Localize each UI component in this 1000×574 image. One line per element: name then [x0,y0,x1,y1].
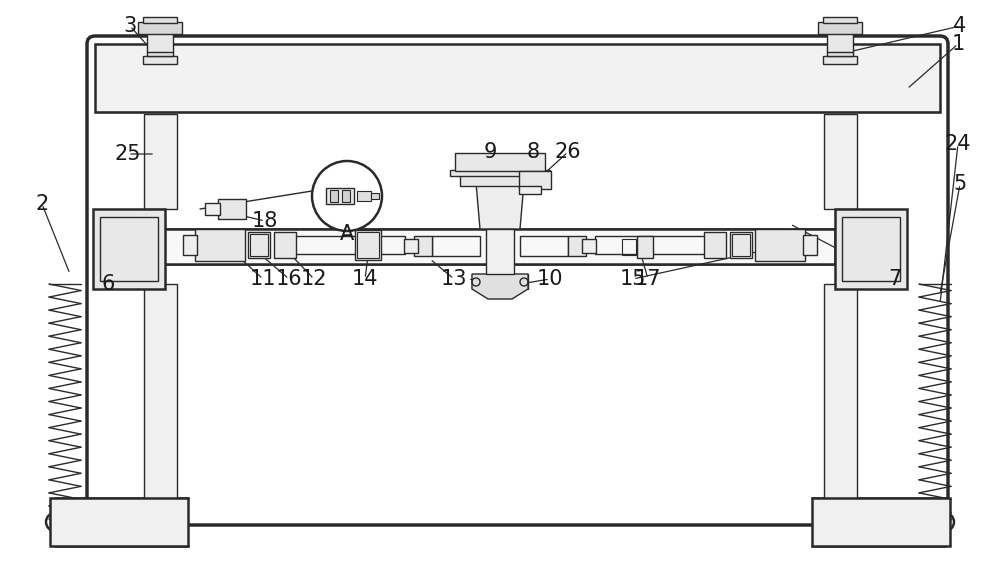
Bar [732,234,750,256]
Bar [274,232,296,258]
Bar [143,56,177,64]
Text: 8: 8 [526,142,540,162]
Bar [144,284,177,519]
Bar [432,236,480,256]
Bar [450,170,550,176]
Text: 24: 24 [945,134,971,154]
Text: 7: 7 [888,269,902,289]
Bar [637,236,653,258]
Bar [824,284,857,519]
Bar [183,235,197,255]
Bar [195,229,245,261]
Bar [248,232,270,258]
Bar [812,498,950,546]
Bar [455,153,545,171]
Text: 6: 6 [101,274,115,294]
Bar [355,230,381,260]
Bar [295,236,405,254]
Bar [582,239,596,253]
Bar [93,209,165,289]
Bar [755,229,805,261]
Text: 1: 1 [951,34,965,54]
Text: 10: 10 [537,269,563,289]
Text: 16: 16 [276,269,302,289]
Bar [250,234,268,256]
Text: 25: 25 [115,144,141,164]
Bar [330,190,338,202]
Bar [824,114,857,209]
Text: 15: 15 [620,269,646,289]
Bar [519,171,551,189]
Bar [144,114,177,209]
Bar [95,44,940,112]
Bar [818,22,862,34]
Text: 13: 13 [441,269,467,289]
Bar [371,193,379,199]
Bar [138,22,182,34]
Bar [823,17,857,23]
Bar [414,236,432,256]
Bar [823,56,857,64]
Bar [163,229,835,264]
Bar [519,186,541,194]
Text: 17: 17 [635,269,661,289]
Text: 26: 26 [555,142,581,162]
Text: 3: 3 [123,16,137,36]
Bar [520,236,568,256]
Bar [803,235,817,255]
Bar [50,498,188,546]
Polygon shape [472,274,528,299]
Circle shape [312,161,382,231]
Text: 5: 5 [953,174,967,194]
Bar [342,190,350,202]
Bar [357,232,379,258]
Text: 18: 18 [252,211,278,231]
Bar [357,191,371,201]
Text: 11: 11 [250,269,276,289]
Bar [326,188,354,204]
Bar [704,232,726,258]
Bar [218,199,246,219]
Text: A: A [340,224,354,244]
Bar [460,174,540,186]
Text: 14: 14 [352,269,378,289]
Bar [404,239,418,253]
Bar [205,203,220,215]
Polygon shape [475,171,525,229]
Text: 2: 2 [35,194,49,214]
Bar [842,217,900,281]
Bar [622,239,636,255]
Text: 12: 12 [301,269,327,289]
Bar [827,32,853,52]
Bar [730,232,752,258]
Bar [100,217,158,281]
Text: 4: 4 [953,16,967,36]
Bar [147,51,173,56]
Bar [595,236,705,254]
Bar [827,51,853,56]
Bar [143,17,177,23]
Bar [835,209,907,289]
Bar [147,32,173,52]
Text: 9: 9 [483,142,497,162]
Bar [568,236,586,256]
Bar [486,229,514,274]
